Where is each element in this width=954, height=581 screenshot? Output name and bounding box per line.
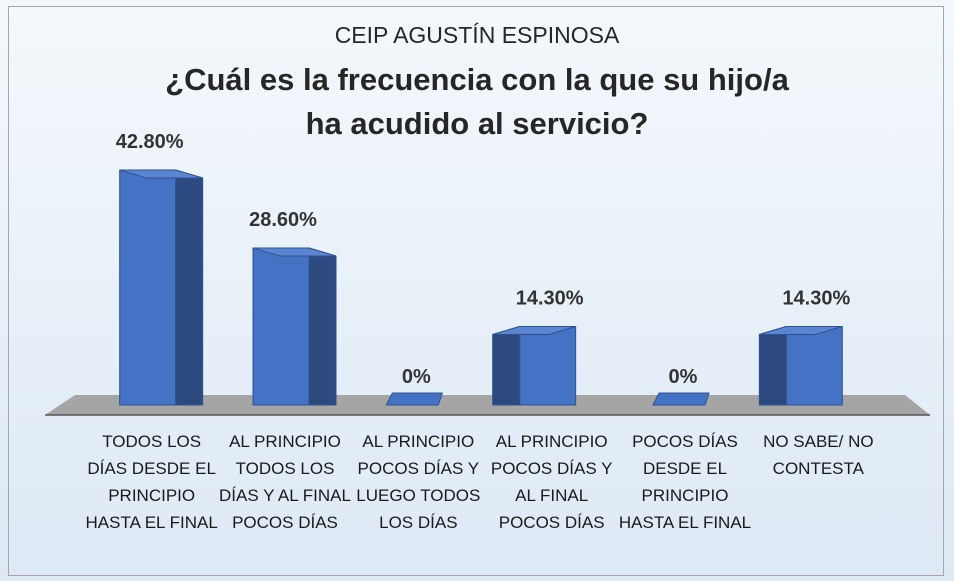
bar-face: [252, 247, 337, 257]
value-label: 0%: [402, 366, 431, 388]
chart-frame: [8, 6, 944, 576]
bar: [119, 169, 204, 406]
value-label: 0%: [669, 366, 698, 388]
x-tick-label: AL PRINCIPIO TODOS LOS DÍAS Y AL FINAL P…: [219, 432, 351, 532]
bar: [385, 392, 444, 406]
bar-face: [175, 169, 204, 406]
bar-face: [652, 392, 710, 406]
bar-face: [758, 325, 787, 406]
value-label: 42.80%: [116, 131, 184, 153]
bar-face: [385, 392, 444, 406]
bar: [652, 392, 710, 406]
value-label: 28.60%: [249, 209, 317, 231]
value-label: 14.30%: [516, 287, 584, 309]
x-tick-label: POCOS DÍAS DESDE EL PRINCIPIO HASTA EL F…: [618, 432, 752, 532]
bar-face: [492, 325, 576, 335]
x-tick-label: AL PRINCIPIO POCOS DÍAS Y AL FINAL POCOS…: [490, 432, 613, 532]
chart-subtitle: ¿Cuál es la frecuencia con la que su hij…: [165, 62, 789, 141]
bar: [252, 247, 337, 406]
bar-face: [519, 325, 577, 406]
value-label: 14.30%: [782, 287, 850, 309]
bar-face: [119, 169, 177, 406]
x-tick-label: AL PRINCIPIO POCOS DÍAS Y LUEGO TODOS LO…: [356, 432, 481, 532]
bar: [492, 325, 577, 406]
x-tick-label: TODOS LOS DÍAS DESDE EL PRINCIPIO HASTA …: [85, 432, 218, 532]
bar-face: [759, 325, 843, 335]
bar-face: [252, 247, 310, 406]
bar: [758, 325, 843, 406]
chart-title: CEIP AGUSTÍN ESPINOSA: [334, 22, 620, 48]
bar-face: [785, 325, 843, 406]
x-tick-label: NO SABE/ NO CONTESTA: [763, 432, 874, 478]
bar-face: [119, 169, 203, 179]
bar-face: [308, 247, 337, 406]
bar-face: [492, 325, 521, 406]
